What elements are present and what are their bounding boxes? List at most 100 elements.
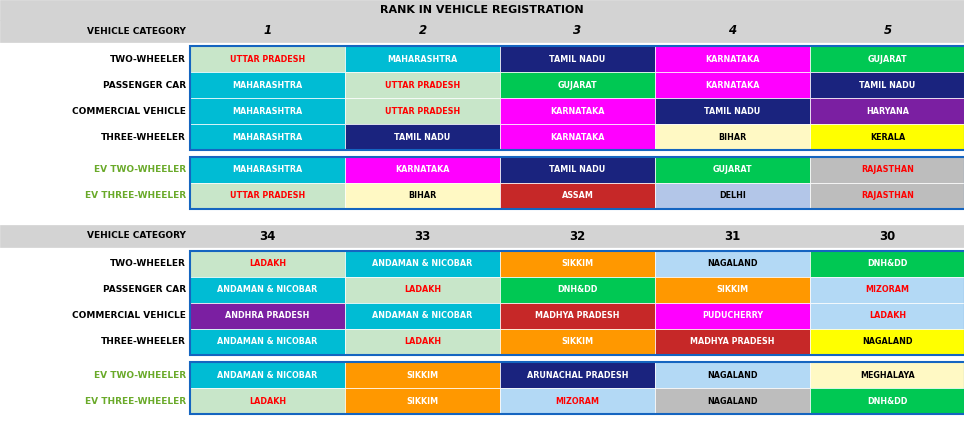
Bar [190,388,345,414]
Bar [500,124,655,150]
Text: 34: 34 [259,229,276,243]
Text: TAMIL NADU: TAMIL NADU [859,80,916,89]
Bar [500,72,655,98]
Bar [810,329,964,355]
Bar [0,183,190,209]
Bar [190,72,345,98]
Text: NAGALAND: NAGALAND [708,371,758,380]
Bar [190,183,345,209]
Text: 2: 2 [418,25,426,38]
Text: SIKKIM: SIKKIM [561,337,594,346]
Text: UTTAR PRADESH: UTTAR PRADESH [229,191,306,201]
Text: BIHAR: BIHAR [718,132,747,142]
Bar [0,251,190,277]
Bar [655,251,810,277]
Text: THREE-WHEELER: THREE-WHEELER [101,337,186,346]
Bar [0,277,190,303]
Bar [500,46,655,72]
Bar [655,124,810,150]
Text: MAHARASHTRA: MAHARASHTRA [232,165,303,174]
Text: RAJASTHAN: RAJASTHAN [861,191,914,201]
Text: MAHARASHTRA: MAHARASHTRA [232,80,303,89]
Bar [810,124,964,150]
Bar [345,46,500,72]
Text: 30: 30 [879,229,896,243]
Text: RAJASTHAN: RAJASTHAN [861,165,914,174]
Text: VEHICLE CATEGORY: VEHICLE CATEGORY [87,26,186,35]
Bar [190,157,345,183]
Text: SIKKIM: SIKKIM [716,286,749,295]
Bar [810,303,964,329]
Text: SIKKIM: SIKKIM [407,396,439,405]
Bar [345,98,500,124]
Text: LADAKH: LADAKH [404,286,442,295]
Text: COMMERCIAL VEHICLE: COMMERCIAL VEHICLE [72,312,186,320]
Text: MAHARASHTRA: MAHARASHTRA [388,55,458,63]
Text: TWO-WHEELER: TWO-WHEELER [110,55,186,63]
Bar [655,183,810,209]
Bar [0,98,190,124]
Text: ANDAMAN & NICOBAR: ANDAMAN & NICOBAR [217,337,317,346]
Text: MAHARASHTRA: MAHARASHTRA [232,106,303,115]
Text: LADAKH: LADAKH [404,337,442,346]
Text: 4: 4 [729,25,736,38]
Bar [190,157,964,209]
Bar [500,98,655,124]
Bar [810,98,964,124]
Text: 33: 33 [415,229,431,243]
Text: DNH&DD: DNH&DD [868,260,908,269]
Bar [0,0,964,20]
Bar [810,277,964,303]
Text: MAHARASHTRA: MAHARASHTRA [232,132,303,142]
Text: UTTAR PRADESH: UTTAR PRADESH [385,80,460,89]
Bar [655,46,810,72]
Text: EV TWO-WHEELER: EV TWO-WHEELER [94,371,186,380]
Bar [190,329,345,355]
Bar [190,277,345,303]
Bar [0,124,190,150]
Text: ARUNACHAL PRADESH: ARUNACHAL PRADESH [526,371,629,380]
Bar [345,277,500,303]
Bar [810,183,964,209]
Text: LADAKH: LADAKH [869,312,906,320]
Text: TAMIL NADU: TAMIL NADU [394,132,450,142]
Text: COMMERCIAL VEHICLE: COMMERCIAL VEHICLE [72,106,186,115]
Bar [500,183,655,209]
Bar [500,362,655,388]
Bar [345,362,500,388]
Bar [810,388,964,414]
Text: RANK IN VEHICLE REGISTRATION: RANK IN VEHICLE REGISTRATION [380,5,584,15]
Bar [810,362,964,388]
Bar [655,277,810,303]
Text: TAMIL NADU: TAMIL NADU [549,55,605,63]
Bar [190,98,345,124]
Bar [0,329,190,355]
Text: 32: 32 [570,229,585,243]
Text: ASSAM: ASSAM [562,191,594,201]
Text: DNH&DD: DNH&DD [868,396,908,405]
Bar [190,46,964,150]
Bar [0,157,190,183]
Text: SIKKIM: SIKKIM [561,260,594,269]
Text: TWO-WHEELER: TWO-WHEELER [110,260,186,269]
Text: EV THREE-WHEELER: EV THREE-WHEELER [85,396,186,405]
Bar [0,225,964,247]
Text: PASSENGER CAR: PASSENGER CAR [103,286,186,295]
Text: NAGALAND: NAGALAND [708,260,758,269]
Text: DNH&DD: DNH&DD [557,286,598,295]
Bar [500,388,655,414]
Text: UTTAR PRADESH: UTTAR PRADESH [385,106,460,115]
Bar [500,251,655,277]
Text: MIZORAM: MIZORAM [555,396,600,405]
Bar [0,20,964,42]
Text: LADAKH: LADAKH [249,396,286,405]
Bar [500,329,655,355]
Bar [810,157,964,183]
Bar [190,251,964,355]
Text: GUJARAT: GUJARAT [558,80,598,89]
Text: NAGALAND: NAGALAND [708,396,758,405]
Text: KARNATAKA: KARNATAKA [550,106,604,115]
Text: EV TWO-WHEELER: EV TWO-WHEELER [94,165,186,174]
Bar [345,329,500,355]
Bar [345,251,500,277]
